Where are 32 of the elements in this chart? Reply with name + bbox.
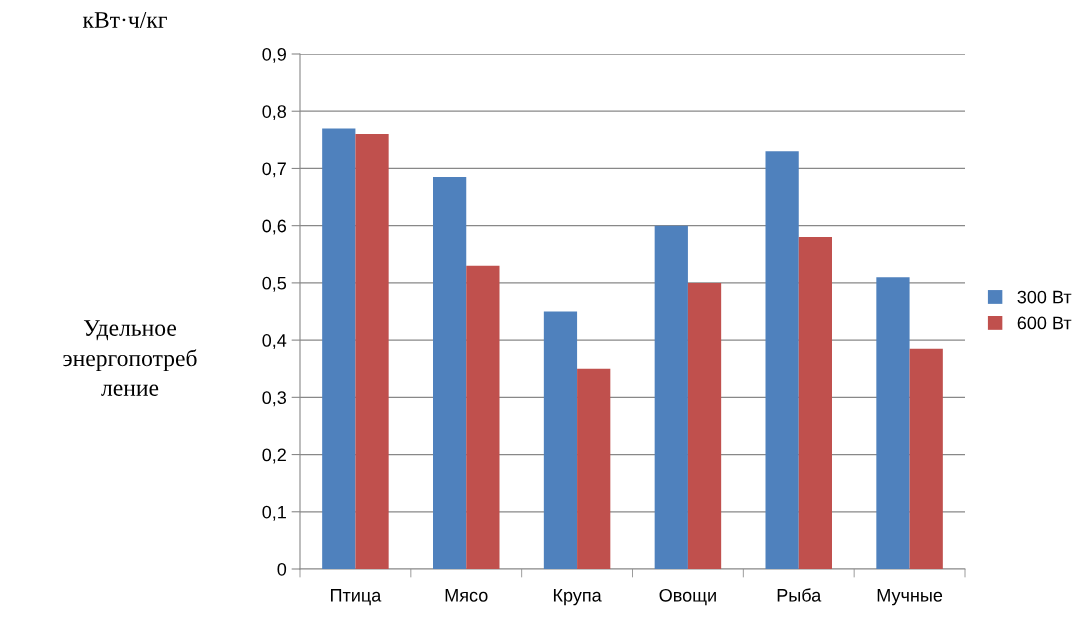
bar xyxy=(909,348,943,569)
bar xyxy=(798,237,832,569)
x-tick-label: Рыба xyxy=(777,588,822,602)
x-tick-label: Мучные xyxy=(877,589,943,606)
y-tick-label: 0,2 xyxy=(262,448,286,464)
y-tick-label: 0,1 xyxy=(262,505,286,521)
bar xyxy=(765,151,799,569)
y-tick-label: 0 xyxy=(277,562,287,576)
x-tick-label: Крупа xyxy=(553,589,602,606)
bar xyxy=(466,265,500,569)
legend-label: 600 Вт xyxy=(1017,316,1072,330)
bar xyxy=(577,368,611,569)
bar xyxy=(355,134,389,569)
text: кВт·ч/кг xyxy=(82,12,167,28)
y-tick-label: 0,4 xyxy=(262,334,287,349)
y-tick-label: 0,9 xyxy=(262,47,286,63)
y-tick-label: 0,7 xyxy=(262,162,286,178)
legend-label: 300 Вт xyxy=(1017,290,1072,304)
x-tick-label: Птица xyxy=(331,589,382,606)
bar xyxy=(876,277,910,569)
bar xyxy=(654,225,688,569)
y-axis-title: Удельное энергопотреб ление xyxy=(63,320,197,396)
bar xyxy=(322,128,356,569)
x-tick-label: Мясо xyxy=(445,589,488,602)
y-tick-label: 0,5 xyxy=(262,276,287,292)
y-tick-label: 0,3 xyxy=(262,391,287,407)
bar xyxy=(433,177,467,569)
bar xyxy=(543,311,578,569)
x-tick-label: Овощи xyxy=(659,588,716,606)
y-tick-label: 0,6 xyxy=(262,219,287,235)
bar xyxy=(687,282,722,569)
y-tick-label: 0,8 xyxy=(262,105,287,121)
